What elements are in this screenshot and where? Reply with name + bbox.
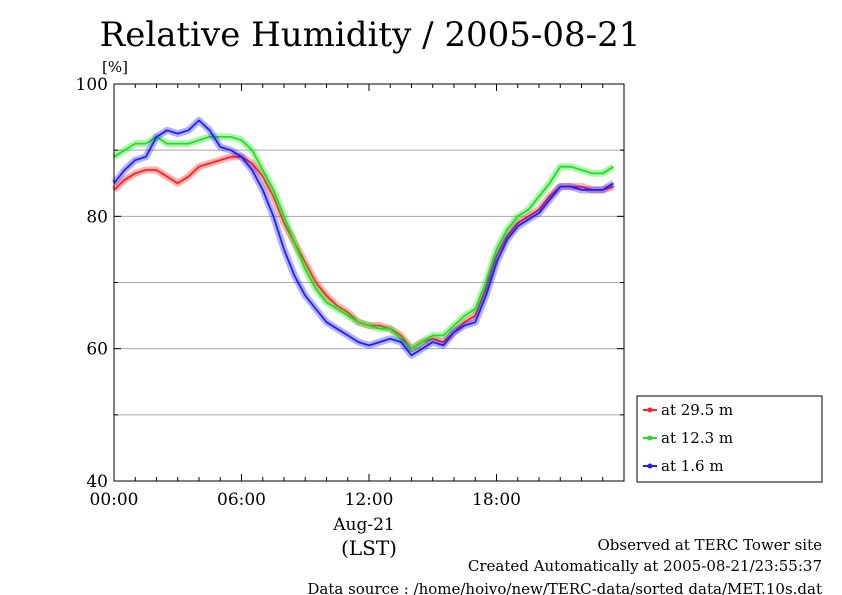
- legend-box: [636, 395, 823, 483]
- y-axis-unit: [%]: [102, 58, 128, 76]
- grid-lines: [114, 149, 624, 416]
- legend-label: at 1.6 m: [661, 457, 724, 475]
- series-line-1: [113, 135, 614, 350]
- y-tick-label: 100: [76, 75, 108, 95]
- legend-marker: [647, 463, 653, 469]
- x-axis-label: Aug-21: [332, 515, 394, 535]
- series-line-2: [113, 119, 614, 357]
- y-tick-label: 60: [86, 340, 108, 360]
- x-axis-unit: (LST): [341, 536, 397, 560]
- x-tick-label: 06:00: [217, 490, 266, 510]
- y-tick-label: 40: [86, 472, 108, 492]
- y-tick-label: 80: [86, 207, 108, 227]
- series-band-0: [111, 153, 615, 353]
- x-tick-label: 12:00: [345, 490, 394, 510]
- series-band-2: [111, 116, 616, 359]
- x-axis-ticks: 00:00 06:00 12:00 18:00: [90, 84, 625, 510]
- legend-label: at 12.3 m: [661, 429, 733, 447]
- x-tick-label: 00:00: [90, 490, 139, 510]
- footer-site: Observed at TERC Tower site: [597, 536, 822, 554]
- series-line-0: [113, 155, 614, 350]
- legend-label: at 29.5 m: [661, 401, 733, 419]
- series-band-1: [112, 133, 616, 353]
- legend-marker: [647, 435, 653, 441]
- y-axis-ticks: 40 60 80 100: [76, 75, 624, 492]
- chart-title: Relative Humidity / 2005-08-21: [100, 15, 641, 55]
- footer-data-source: Data source : /home/hoivo/new/TERC-data/…: [307, 580, 822, 595]
- legend-marker: [647, 407, 653, 413]
- footer-created: Created Automatically at 2005-08-21/23:5…: [468, 557, 822, 575]
- legend: at 29.5 m at 12.3 m at 1.6 m: [636, 395, 823, 483]
- x-tick-label: 18:00: [472, 490, 521, 510]
- series-lines: [111, 116, 616, 359]
